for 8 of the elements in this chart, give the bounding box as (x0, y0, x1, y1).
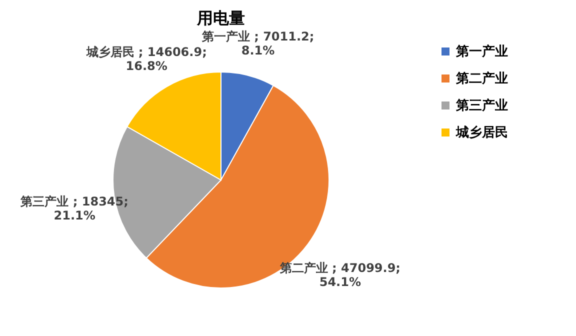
data-label: 城乡居民 ; 14606.9; 16.8% (85, 45, 207, 74)
legend-label: 城乡居民 (455, 124, 508, 140)
legend-label: 第三产业 (455, 98, 508, 114)
chart-title: 用电量 (196, 8, 245, 28)
legend-label: 第一产业 (455, 44, 508, 60)
legend-label: 第二产业 (455, 70, 508, 86)
data-label: 第二产业 ; 47099.9; 54.1% (278, 260, 400, 289)
data-label: 第三产业 ; 18345; 21.1% (20, 194, 128, 222)
